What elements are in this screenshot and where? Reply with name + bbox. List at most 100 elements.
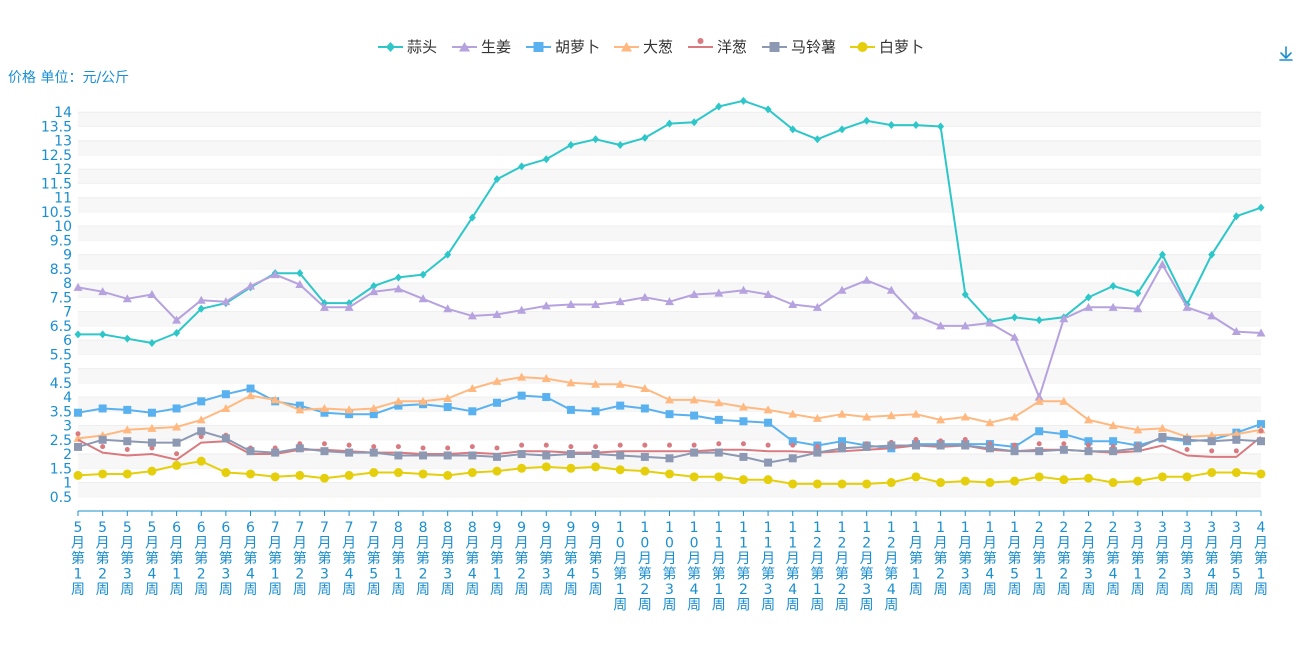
data-point — [1109, 447, 1118, 456]
data-point — [1207, 311, 1217, 320]
x-tick-label: 5 月第 1 周 — [71, 520, 85, 598]
x-tick-label: 8 月第 1 周 — [391, 520, 405, 598]
x-tick-label: 1 2 月第 1 周 — [810, 520, 824, 614]
data-point — [1061, 441, 1067, 447]
legend-item-2[interactable]: 胡萝卜 — [526, 38, 600, 56]
x-tick-label: 3 月第 2 周 — [1155, 520, 1169, 598]
data-point — [147, 438, 156, 447]
data-point — [270, 270, 280, 279]
data-point — [1133, 476, 1143, 486]
data-point — [122, 294, 132, 303]
legend-item-3[interactable]: 大葱 — [614, 38, 673, 56]
grid-band — [78, 254, 1261, 269]
data-point — [1036, 441, 1042, 447]
data-point — [566, 405, 575, 414]
data-point — [615, 465, 625, 475]
data-point — [173, 328, 181, 337]
data-point — [763, 290, 773, 299]
data-point — [443, 403, 452, 412]
data-point — [1059, 396, 1069, 405]
data-point — [568, 444, 574, 450]
x-tick-label: 1 1 月第 1 周 — [712, 520, 726, 614]
data-point — [1157, 260, 1167, 269]
data-point — [124, 446, 130, 452]
legend-item-5[interactable]: 马铃薯 — [762, 38, 836, 56]
grid-band — [78, 169, 1261, 184]
data-point — [764, 458, 773, 467]
data-point — [418, 396, 428, 405]
legend-item-4[interactable]: 洋葱 — [688, 38, 747, 56]
data-point — [246, 469, 256, 479]
data-point — [788, 300, 798, 308]
data-point — [765, 442, 771, 448]
data-point — [198, 434, 204, 440]
data-point — [912, 121, 920, 130]
data-point — [123, 405, 132, 414]
y-tick-label: 8.5 — [50, 262, 72, 278]
data-point — [517, 372, 527, 381]
data-point — [1109, 281, 1117, 290]
data-point — [419, 270, 427, 279]
data-point — [1034, 472, 1044, 482]
data-point — [1109, 437, 1118, 446]
legend-item-0[interactable]: 蒜头 — [378, 38, 437, 56]
legend-label: 洋葱 — [717, 38, 747, 56]
data-point — [1011, 313, 1019, 322]
data-point — [1258, 428, 1264, 434]
data-point — [862, 275, 872, 284]
x-tick-label: 3 月第 4 周 — [1205, 520, 1219, 598]
data-point — [689, 290, 699, 299]
legend-item-1[interactable]: 生姜 — [452, 38, 511, 56]
data-point — [1232, 435, 1241, 444]
data-point — [467, 311, 477, 320]
grid-band — [78, 197, 1261, 212]
data-point — [246, 391, 256, 400]
data-point — [690, 448, 699, 457]
data-point — [172, 315, 182, 324]
data-point — [886, 285, 896, 294]
data-point — [1231, 468, 1241, 478]
data-point — [788, 454, 797, 463]
legend-symbol — [697, 38, 704, 44]
data-point — [468, 407, 477, 416]
data-point — [346, 442, 352, 448]
data-point — [960, 321, 970, 330]
data-point — [319, 473, 329, 483]
data-point — [517, 463, 527, 473]
y-tick-label: 7.5 — [50, 290, 72, 306]
x-tick-label: 2 月第 2 周 — [1057, 520, 1071, 598]
data-point — [838, 125, 846, 134]
data-point — [246, 281, 256, 290]
data-point — [99, 330, 107, 339]
data-point — [911, 441, 920, 450]
data-point — [1157, 423, 1167, 432]
data-point — [345, 410, 354, 419]
data-point — [270, 395, 280, 404]
data-point — [74, 330, 82, 339]
data-point — [985, 318, 995, 327]
data-point — [616, 140, 624, 149]
data-point — [961, 290, 969, 299]
grid-band — [78, 368, 1261, 383]
data-point — [1035, 427, 1044, 436]
data-point — [122, 425, 132, 434]
data-point — [616, 451, 625, 460]
download-icon[interactable] — [1276, 44, 1296, 64]
data-point — [344, 405, 354, 414]
data-point — [221, 434, 230, 443]
data-point — [763, 405, 773, 414]
legend-item-6[interactable]: 白萝卜 — [850, 38, 924, 56]
data-point — [344, 302, 354, 311]
data-point — [443, 451, 452, 460]
legend-symbol — [386, 42, 395, 52]
data-point — [543, 442, 549, 448]
legend-symbol — [857, 42, 868, 52]
y-tick-label: 5.5 — [50, 347, 72, 363]
data-point — [542, 451, 551, 460]
legend[interactable]: 蒜头 生姜 胡萝卜 大葱 洋葱 马铃薯 白萝卜 — [378, 38, 924, 56]
legend-label: 白萝卜 — [879, 38, 924, 56]
data-point — [492, 376, 502, 385]
data-point — [667, 442, 672, 448]
grid-band — [78, 140, 1261, 155]
data-point — [1257, 420, 1265, 429]
